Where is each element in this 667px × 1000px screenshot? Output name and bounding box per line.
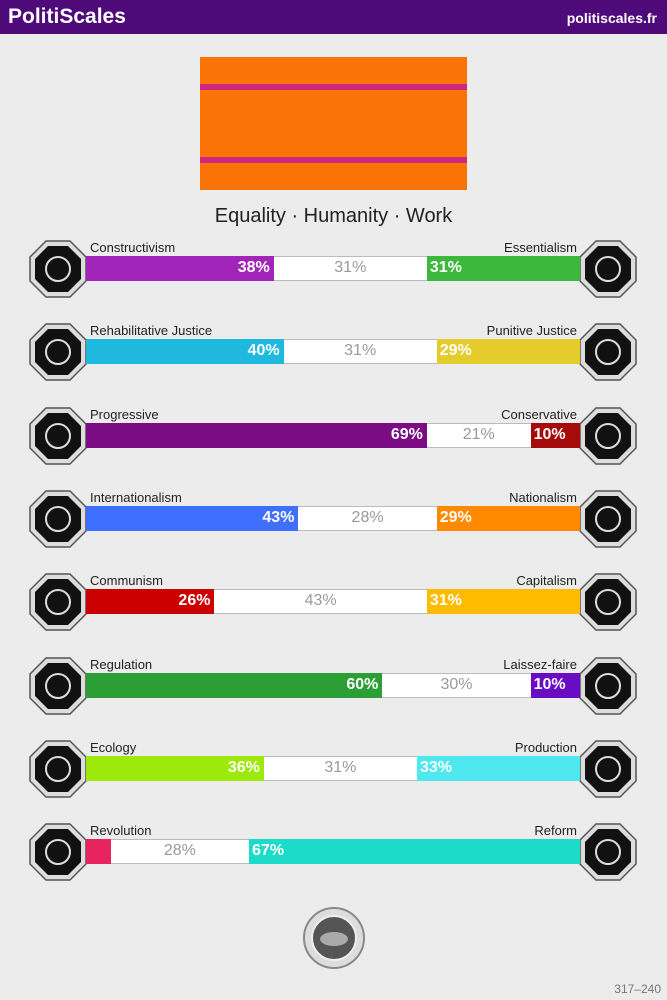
- right-segment: [249, 839, 580, 865]
- axis-icon: [29, 406, 87, 465]
- axis-row: Internationalism Nationalism 43% 28% 29%: [0, 490, 667, 550]
- axis-icon: [579, 823, 637, 881]
- left-segment: [86, 839, 111, 865]
- axis-icon: [579, 573, 637, 631]
- scale-bar: 40% 31% 29%: [86, 339, 580, 365]
- left-name: Rehabilitative Justice: [90, 323, 213, 339]
- left-name: Regulation: [90, 656, 153, 672]
- neutral-percent: 28%: [351, 508, 384, 526]
- right-percent: 10%: [533, 425, 566, 443]
- neutral-percent: 31%: [334, 259, 367, 276]
- slogan: Equality · Humanity · Work: [214, 205, 453, 227]
- axis-icon: [29, 240, 87, 298]
- neutral-percent: 30%: [440, 675, 473, 693]
- left-segment: [86, 505, 299, 531]
- left-name: Revolution: [90, 823, 152, 839]
- left-segment: [86, 589, 215, 615]
- right-name: Capitalism: [516, 573, 577, 589]
- axis-icon: [29, 656, 87, 715]
- axis-icon: [579, 490, 637, 548]
- right-segment: [530, 672, 580, 698]
- neutral-percent: 28%: [163, 842, 196, 860]
- axis-row: Rehabilitative Justice Punitive Justice 40…: [0, 323, 667, 383]
- left-name: Constructivism: [90, 240, 176, 255]
- neutral-percent: 21%: [462, 425, 495, 443]
- axis-row: Communism Capitalism 26% 43% 31%: [0, 573, 667, 633]
- left-segment: [86, 672, 383, 698]
- right-percent: 10%: [533, 675, 566, 693]
- left-percent: 60%: [346, 675, 379, 693]
- seal: [303, 907, 365, 969]
- axis-row: Constructivism Essentialism 38% 31% 31%: [0, 240, 667, 300]
- app-title[interactable]: PolitiScales: [8, 5, 126, 28]
- right-percent: 33%: [419, 758, 452, 776]
- right-name: Reform: [534, 823, 577, 839]
- right-name: Nationalism: [509, 489, 577, 505]
- left-name: Internationalism: [90, 489, 182, 505]
- right-percent: 29%: [439, 508, 472, 526]
- left-name: Communism: [90, 573, 163, 589]
- left-percent: 43%: [262, 508, 295, 526]
- left-segment: [86, 422, 427, 448]
- left-name: Progressive: [90, 406, 159, 422]
- footer: 317–240: [614, 982, 661, 996]
- header: PolitiScales politiscales.fr: [0, 0, 667, 34]
- left-percent: 38%: [237, 259, 270, 276]
- right-segment: [436, 505, 580, 531]
- left-percent: 40%: [247, 342, 280, 360]
- scale-bar: 26% 43% 31%: [86, 589, 580, 615]
- axis-icon: [29, 323, 87, 382]
- right-percent: 67%: [252, 842, 285, 860]
- scale-bar: 36% 31% 33%: [86, 755, 580, 781]
- neutral-percent: 31%: [344, 342, 377, 360]
- axis-row: Revolution Reform 28% 67%: [0, 823, 667, 883]
- axis-icon: [29, 823, 87, 881]
- right-name: Essentialism: [504, 240, 577, 255]
- right-segment: [530, 422, 580, 448]
- left-segment: [86, 256, 274, 281]
- right-name: Punitive Justice: [486, 323, 577, 339]
- site-link[interactable]: politiscales.fr: [566, 10, 657, 26]
- left-percent: 36%: [227, 758, 260, 776]
- scale-bar: 60% 30% 10%: [86, 672, 580, 698]
- axis-icon: [579, 740, 637, 798]
- right-percent: 31%: [429, 592, 462, 610]
- right-segment: [416, 755, 580, 781]
- axis-row: Ecology Production 36% 31% 33%: [0, 740, 667, 800]
- right-name: Conservative: [501, 406, 577, 422]
- right-segment: [426, 256, 580, 281]
- scale-bar: 28% 67%: [86, 839, 580, 865]
- axis-icon: [29, 573, 87, 631]
- right-percent: 31%: [429, 259, 462, 276]
- axis-row: Regulation Laissez-faire 60% 30% 10%: [0, 657, 667, 717]
- left-percent: 69%: [390, 425, 423, 443]
- axis-row: Progressive Conservative 69% 21% 10%: [0, 407, 667, 467]
- axis-icon: [579, 406, 637, 465]
- axis-icon: [579, 240, 637, 298]
- left-percent: 26%: [178, 592, 211, 610]
- scale-bar: 43% 28% 29%: [86, 505, 580, 531]
- axis-icon: [29, 490, 87, 548]
- left-segment: [86, 755, 264, 781]
- axis-icon: [579, 656, 637, 715]
- flag: [200, 57, 467, 190]
- scale-bar: 38% 31% 31%: [86, 256, 580, 281]
- left-name: Ecology: [90, 739, 137, 755]
- axis-icon: [579, 323, 637, 382]
- neutral-percent: 31%: [324, 758, 357, 776]
- right-name: Production: [514, 739, 577, 755]
- right-percent: 29%: [439, 342, 472, 360]
- right-segment: [436, 339, 580, 365]
- right-name: Laissez-faire: [503, 656, 577, 672]
- scale-bar: 69% 21% 10%: [86, 422, 580, 448]
- right-segment: [426, 589, 580, 615]
- left-segment: [86, 339, 284, 365]
- neutral-percent: 43%: [304, 592, 337, 610]
- axis-icon: [29, 740, 87, 798]
